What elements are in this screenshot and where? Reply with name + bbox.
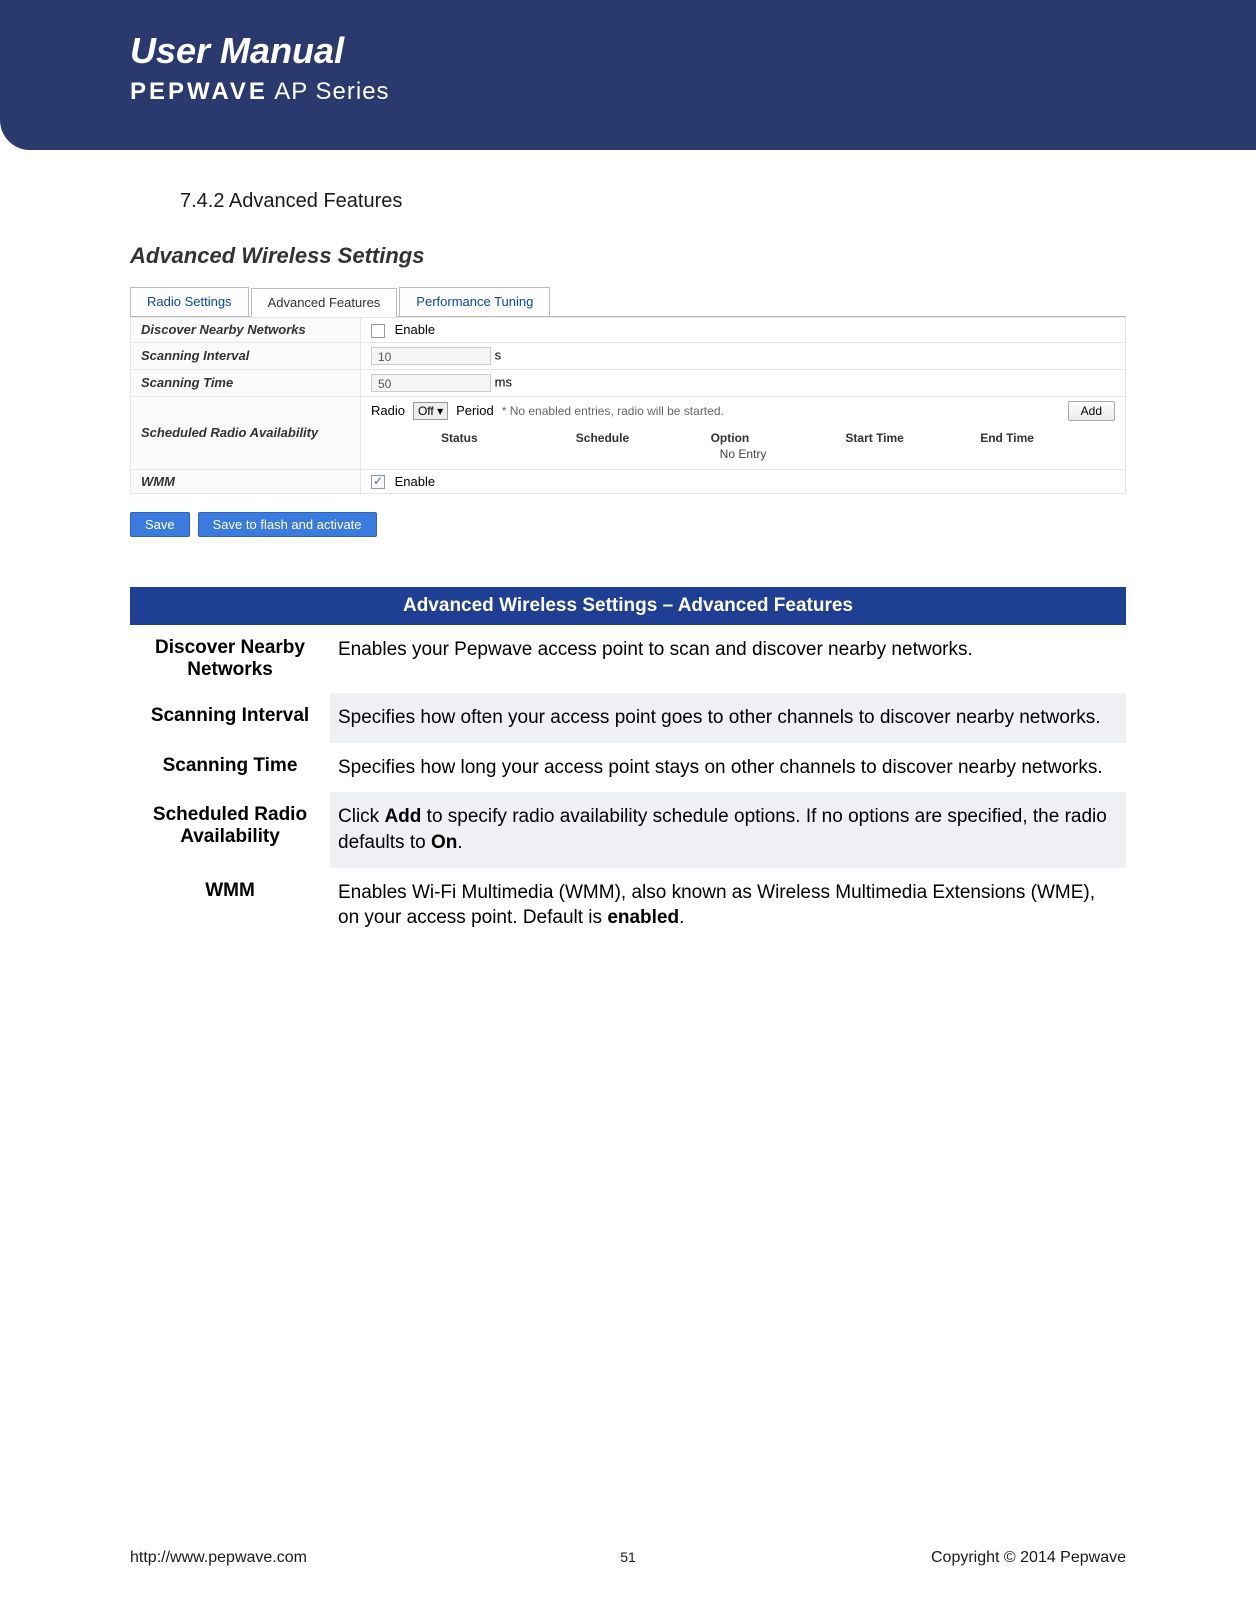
tab-performance-tuning[interactable]: Performance Tuning	[399, 287, 550, 316]
col-option: Option	[711, 431, 846, 445]
save-button[interactable]: Save	[130, 512, 190, 537]
add-button[interactable]: Add	[1068, 401, 1115, 421]
desc-key: WMM	[130, 868, 330, 943]
row-sched: Scheduled Radio Availability Radio Off ▾…	[131, 396, 1126, 469]
label-time: Scanning Time	[131, 369, 361, 396]
input-interval[interactable]: 10	[371, 347, 491, 365]
desc-row: Scheduled Radio AvailabilityClick Add to…	[130, 792, 1126, 867]
ui-screenshot: Advanced Wireless Settings Radio Setting…	[130, 243, 1126, 537]
label-wmm: WMM	[131, 469, 361, 494]
label-interval: Scanning Interval	[131, 342, 361, 369]
series-label: AP Series	[274, 78, 389, 105]
checkbox-wmm[interactable]	[371, 475, 385, 489]
desc-row: WMMEnables Wi-Fi Multimedia (WMM), also …	[130, 868, 1126, 943]
unit-time: ms	[495, 374, 512, 389]
col-end: End Time	[980, 431, 1115, 445]
enable-text-wmm: Enable	[395, 474, 435, 489]
desc-value: Enables Wi-Fi Multimedia (WMM), also kno…	[330, 868, 1126, 943]
desc-key: Discover Nearby Networks	[130, 625, 330, 693]
label-discover: Discover Nearby Networks	[131, 318, 361, 343]
checkbox-discover[interactable]	[371, 324, 385, 338]
brand-label: PEPWAVE	[130, 78, 268, 105]
footer-page: 51	[620, 1549, 636, 1565]
doc-title: User Manual	[130, 30, 1256, 72]
desc-row: Scanning TimeSpecifies how long your acc…	[130, 743, 1126, 793]
sched-period-label: Period	[456, 403, 494, 418]
tab-advanced-features[interactable]: Advanced Features	[251, 288, 398, 317]
section-heading: 7.4.2 Advanced Features	[180, 190, 1126, 213]
sched-no-entry: No Entry	[371, 447, 1115, 465]
enable-text-discover: Enable	[395, 322, 435, 337]
content: 7.4.2 Advanced Features Advanced Wireles…	[0, 150, 1256, 943]
sched-control-row: Radio Off ▾ Period * No enabled entries,…	[371, 401, 1115, 421]
row-time: Scanning Time 50 ms	[131, 369, 1126, 396]
desc-row: Scanning IntervalSpecifies how often you…	[130, 693, 1126, 743]
desc-value: Specifies how long your access point sta…	[330, 743, 1126, 793]
doc-header: User Manual PEPWAVE AP Series	[0, 0, 1256, 150]
unit-interval: s	[495, 347, 502, 362]
desc-value: Click Add to specify radio availability …	[330, 792, 1126, 867]
desc-key: Scanning Time	[130, 743, 330, 793]
sched-radio-label: Radio	[371, 403, 405, 418]
page: { "header": { "title": "User Manual", "b…	[0, 0, 1256, 1607]
sched-radio-select[interactable]: Off ▾	[413, 402, 448, 420]
row-discover: Discover Nearby Networks Enable	[131, 318, 1126, 343]
save-bar: Save Save to flash and activate	[130, 512, 1126, 537]
col-start: Start Time	[845, 431, 980, 445]
row-interval: Scanning Interval 10 s	[131, 342, 1126, 369]
desc-key: Scheduled Radio Availability	[130, 792, 330, 867]
row-wmm: WMM Enable	[131, 469, 1126, 494]
ui-title: Advanced Wireless Settings	[130, 243, 1126, 269]
input-time[interactable]: 50	[371, 374, 491, 392]
desc-value: Enables your Pepwave access point to sca…	[330, 625, 1126, 693]
sched-columns: Status Schedule Option Start Time End Ti…	[371, 427, 1115, 447]
desc-value: Specifies how often your access point go…	[330, 693, 1126, 743]
doc-subtitle: PEPWAVE AP Series	[130, 78, 1256, 106]
desc-header: Advanced Wireless Settings – Advanced Fe…	[130, 587, 1126, 625]
tab-radio-settings[interactable]: Radio Settings	[130, 287, 249, 316]
label-sched: Scheduled Radio Availability	[131, 396, 361, 469]
sched-note: * No enabled entries, radio will be star…	[502, 404, 724, 418]
desc-row: Discover Nearby NetworksEnables your Pep…	[130, 625, 1126, 693]
tabs: Radio Settings Advanced Features Perform…	[130, 287, 1126, 317]
footer: http://www.pepwave.com 51 Copyright © 20…	[130, 1549, 1126, 1567]
save-flash-button[interactable]: Save to flash and activate	[198, 512, 377, 537]
description-table: Advanced Wireless Settings – Advanced Fe…	[130, 587, 1126, 943]
footer-copyright: Copyright © 2014 Pepwave	[931, 1549, 1126, 1567]
settings-table: Discover Nearby Networks Enable Scanning…	[130, 317, 1126, 494]
desc-key: Scanning Interval	[130, 693, 330, 743]
col-status: Status	[441, 431, 576, 445]
footer-url: http://www.pepwave.com	[130, 1549, 307, 1567]
col-schedule: Schedule	[576, 431, 711, 445]
